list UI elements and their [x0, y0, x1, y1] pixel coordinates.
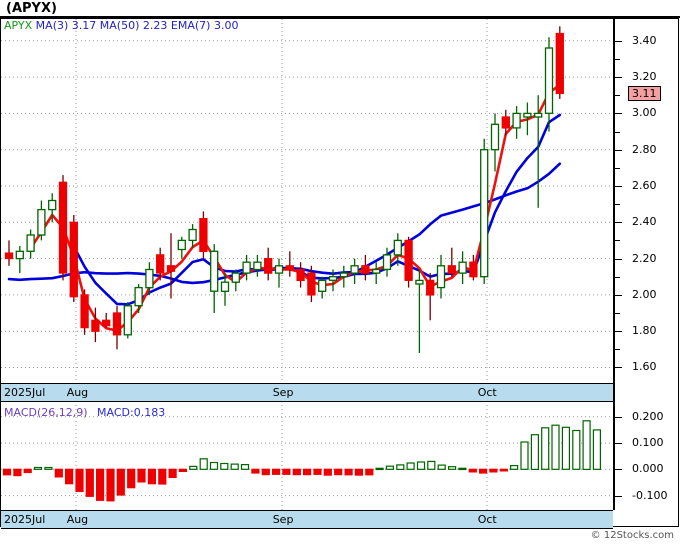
date-axis-label: Sep — [272, 513, 294, 526]
axis-tick — [615, 331, 622, 332]
legend-macd-value: MACD:0.183 — [97, 406, 166, 419]
title-divider — [0, 16, 680, 18]
axis-minor-tick — [615, 204, 620, 205]
price-tick-label: 3.40 — [632, 34, 657, 47]
axis-tick — [615, 469, 622, 470]
macd-chart-plot[interactable] — [1, 405, 613, 510]
page-title: (APYX) — [6, 1, 57, 16]
title-bar: (APYX) — [0, 0, 680, 17]
price-tick-label: 3.20 — [632, 70, 657, 83]
axis-tick — [615, 295, 622, 296]
legend-ma50-label: MA(50) — [99, 19, 140, 32]
axis-separator — [613, 19, 615, 510]
price-tick-label: 3.00 — [632, 106, 657, 119]
legend-ema7-label: EMA(7) — [170, 19, 211, 32]
legend-macd-indicator: MACD(26,12,9) — [4, 406, 88, 419]
price-tick-label: 1.80 — [632, 324, 657, 337]
macd-tick-label: 0.100 — [632, 436, 664, 449]
axis-tick — [615, 443, 622, 444]
legend-ma50-value: 2.23 — [142, 19, 168, 32]
axis-tick — [615, 150, 622, 151]
legend-ma3-value: 3.17 — [71, 19, 97, 32]
macd-histogram-svg — [1, 405, 613, 510]
price-tick-label: 2.40 — [632, 215, 657, 228]
watermark: © 12Stocks.com — [590, 530, 674, 541]
axis-tick — [615, 259, 622, 260]
price-tick-label: 2.00 — [632, 288, 657, 301]
axis-minor-tick — [615, 168, 620, 169]
date-axis-label: Aug — [66, 513, 89, 526]
axis-tick — [615, 367, 622, 368]
legend-ma3-label: MA(3) — [35, 19, 69, 32]
date-axis-label: Aug — [66, 386, 89, 399]
date-axis-label: Oct — [477, 386, 497, 399]
axis-minor-tick — [615, 349, 620, 350]
price-tick-label: 2.20 — [632, 252, 657, 265]
price-candlestick-svg — [1, 19, 613, 382]
date-axis-label: Oct — [477, 513, 497, 526]
date-axis-top: 2025Jul Aug Sep Oct — [1, 383, 613, 402]
axis-tick — [615, 186, 622, 187]
axis-tick — [615, 222, 622, 223]
axis-minor-tick — [615, 313, 620, 314]
price-tick-label: 1.60 — [632, 360, 657, 373]
price-legend: APYX MA(3) 3.17 MA(50) 2.23 EMA(7) 3.00 — [4, 19, 238, 32]
price-tick-label: 2.60 — [632, 179, 657, 192]
date-axis-label: 2025Jul — [4, 386, 46, 399]
price-chart-plot[interactable] — [1, 19, 613, 382]
macd-tick-label: 0.000 — [632, 462, 664, 475]
last-price-tag: 3.11 — [628, 86, 661, 101]
macd-legend: MACD(26,12,9) MACD:0.183 — [4, 406, 165, 419]
macd-tick-label: -0.100 — [632, 489, 668, 502]
axis-minor-tick — [615, 132, 620, 133]
date-axis-label: Sep — [272, 386, 294, 399]
axis-minor-tick — [615, 277, 620, 278]
axis-tick — [615, 496, 622, 497]
macd-tick-label: 0.200 — [632, 410, 664, 423]
date-axis-label: 2025Jul — [4, 513, 46, 526]
date-axis-bottom: 2025Jul Aug Sep Oct — [1, 510, 613, 529]
axis-minor-tick — [615, 95, 620, 96]
legend-symbol: APYX — [4, 19, 33, 32]
price-tick-label: 2.80 — [632, 143, 657, 156]
axis-minor-tick — [615, 59, 620, 60]
axis-minor-tick — [615, 240, 620, 241]
legend-ema7-value: 3.00 — [213, 19, 239, 32]
axis-tick — [615, 417, 622, 418]
axis-tick — [615, 77, 622, 78]
axis-tick — [615, 41, 622, 42]
axis-tick — [615, 113, 622, 114]
